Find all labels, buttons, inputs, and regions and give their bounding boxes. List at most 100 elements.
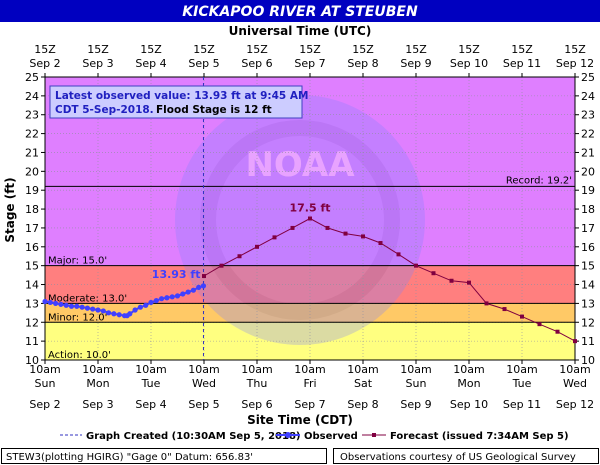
y-tick-label-right-15: 25: [581, 71, 595, 84]
forecast-point-2: [237, 254, 242, 259]
y-tick-label-left-7: 17: [25, 222, 39, 235]
y-tick-label-right-8: 18: [581, 203, 595, 216]
forecast-point-1: [219, 263, 224, 268]
observed-point-30: [196, 284, 202, 290]
legend: Graph Created (10:30AM Sep 5, 2018) Obse…: [60, 431, 569, 442]
info-box: Latest observed value: 13.93 ft at 9:45 …: [49, 85, 308, 119]
observed-point-4: [63, 302, 69, 308]
top-tick-date-2: Sep 4: [135, 57, 166, 70]
watermark-text: NOAA: [245, 145, 355, 185]
forecast-point-19: [537, 322, 542, 327]
observed-point-3: [58, 301, 64, 307]
observed-point-2: [53, 300, 59, 306]
forecast-point-5: [290, 225, 295, 230]
observed-point-5: [68, 303, 75, 309]
y-tick-label-left-9: 19: [25, 184, 39, 197]
observed-point-26: [174, 293, 181, 299]
observed-point-11: [100, 308, 106, 314]
y-tick-label-right-3: 13: [581, 297, 595, 310]
y-tick-label-left-15: 25: [25, 71, 39, 84]
observed-point-23: [159, 296, 165, 302]
x-tick-date-7: Sep 9: [400, 398, 431, 411]
y-tick-label-left-1: 11: [25, 335, 39, 348]
x-tick-date-2: Sep 4: [135, 398, 166, 411]
top-tick-hour-5: 15Z: [299, 43, 321, 56]
x-tick-date-4: Sep 6: [241, 398, 272, 411]
x-tick-date-1: Sep 3: [82, 398, 113, 411]
top-tick-date-6: Sep 8: [347, 57, 378, 70]
x-tick-date-8: Sep 10: [450, 398, 488, 411]
y-tick-label-left-8: 18: [25, 203, 39, 216]
y-tick-label-right-1: 11: [581, 335, 595, 348]
legend-forecast-marker: [372, 433, 376, 437]
y-tick-label-left-2: 12: [25, 316, 39, 329]
top-tick-hour-7: 15Z: [405, 43, 427, 56]
y-tick-label-right-5: 15: [581, 260, 595, 273]
top-tick-hour-8: 15Z: [458, 43, 480, 56]
x-tick-time-7: 10am: [400, 363, 431, 376]
y-tick-label-left-14: 24: [25, 90, 39, 103]
x-tick-day-7: Sun: [406, 377, 427, 390]
footer: STEW3(plotting HGIRG) "Gage 0" Datum: 65…: [1, 448, 599, 464]
forecast-point-21: [573, 339, 577, 344]
x-tick-time-9: 10am: [506, 363, 537, 376]
observed-point-27: [180, 291, 186, 297]
observed-point-31: [200, 283, 207, 289]
chart-annotations: 13.93 ft 17.5 ft: [152, 202, 331, 281]
y-tick-label-right-10: 20: [581, 165, 595, 178]
title-bar: [0, 0, 600, 22]
y-tick-label-right-12: 22: [581, 128, 595, 141]
x-tick-time-5: 10am: [294, 363, 325, 376]
x-tick-day-5: Fri: [303, 377, 316, 390]
observed-point-0: [42, 298, 48, 305]
forecast-point-13: [431, 271, 436, 276]
x-tick-time-8: 10am: [453, 363, 484, 376]
observed-point-7: [79, 304, 85, 310]
x-tick-time-6: 10am: [347, 363, 378, 376]
observed-point-8: [84, 305, 90, 311]
forecast-point-17: [502, 307, 507, 312]
x-tick-date-5: Sep 7: [294, 398, 325, 411]
observed-point-12: [106, 310, 112, 316]
forecast-point-15: [467, 280, 471, 285]
top-tick-hour-3: 15Z: [193, 43, 215, 56]
x-tick-day-9: Tue: [512, 377, 532, 390]
y-tick-label-right-0: 10: [581, 354, 595, 367]
y-tick-label-right-2: 12: [581, 316, 595, 329]
observed-point-24: [164, 295, 170, 301]
forecast-point-6: [308, 216, 312, 221]
forecast-point-0: [202, 274, 206, 279]
chart-series: [42, 216, 577, 344]
y-tick-label-left-0: 10: [25, 354, 39, 367]
x-tick-time-1: 10am: [82, 363, 113, 376]
observed-point-29: [190, 287, 196, 293]
observed-point-28: [185, 289, 191, 295]
forecast-line: [203, 217, 576, 342]
y-tick-label-left-11: 21: [25, 146, 39, 159]
top-tick-date-7: Sep 9: [400, 57, 431, 70]
x-tick-day-2: Tue: [141, 377, 161, 390]
top-tick-date-10: Sep 12: [556, 57, 594, 70]
observed-point-1: [47, 299, 53, 306]
noaa-watermark: NOAA: [175, 95, 425, 345]
top-tick-hour-9: 15Z: [511, 43, 533, 56]
forecast-point-3: [255, 244, 259, 249]
forecast-point-20: [555, 329, 560, 334]
forecast-point-7: [325, 225, 330, 230]
threshold-label-moderate: Moderate: 13.0': [48, 293, 127, 304]
observed-point-22: [153, 297, 159, 304]
observed-point-20: [143, 302, 149, 308]
top-tick-date-0: Sep 2: [29, 57, 60, 70]
x-tick-time-0: 10am: [29, 363, 60, 376]
top-tick-date-4: Sep 6: [241, 57, 272, 70]
footer-courtesy: Observations courtesy of US Geological S…: [340, 452, 576, 463]
y-tick-label-left-3: 13: [25, 297, 39, 310]
info-box-line1: Latest observed value: 13.93 ft at 9:45 …: [55, 90, 308, 102]
legend-observed: Observed: [304, 431, 358, 442]
x-tick-date-3: Sep 5: [188, 398, 219, 411]
top-tick-hour-6: 15Z: [352, 43, 374, 56]
legend-forecast: Forecast (issued 7:34AM Sep 5): [390, 431, 569, 442]
x-tick-day-0: Sun: [35, 377, 56, 390]
